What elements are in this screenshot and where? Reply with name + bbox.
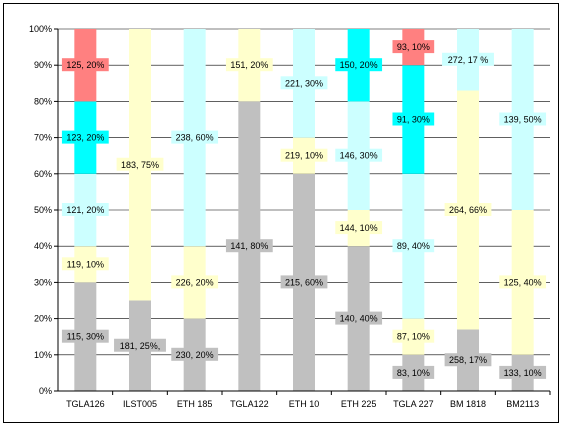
y-tick-label: 10% bbox=[34, 350, 52, 360]
y-tick-label: 60% bbox=[34, 169, 52, 179]
y-tick-label: 0% bbox=[39, 386, 52, 396]
data-label-box bbox=[280, 275, 328, 289]
data-label: 151, 20% bbox=[230, 60, 268, 70]
data-label: 141, 80% bbox=[230, 241, 268, 251]
x-category-label: ETH 10 bbox=[289, 399, 320, 409]
data-label-box bbox=[171, 130, 219, 144]
data-label: 221, 30% bbox=[285, 78, 323, 88]
data-label-box bbox=[114, 338, 166, 352]
y-tick-label: 20% bbox=[34, 314, 52, 324]
data-label: 219, 10% bbox=[285, 151, 323, 161]
data-label-box bbox=[335, 311, 383, 325]
data-label-box bbox=[335, 58, 383, 72]
y-tick-label: 80% bbox=[34, 96, 52, 106]
data-label: 146, 30% bbox=[340, 151, 378, 161]
y-tick-label: 40% bbox=[34, 241, 52, 251]
data-label: 123, 20% bbox=[66, 133, 104, 143]
data-label: 183, 75% bbox=[121, 160, 159, 170]
x-category-label: TGLA 227 bbox=[393, 399, 434, 409]
x-category-label: BM2113 bbox=[506, 399, 539, 409]
data-label-box bbox=[61, 130, 109, 144]
data-label-box bbox=[280, 76, 328, 90]
data-label-box bbox=[171, 347, 219, 361]
data-label-box bbox=[392, 365, 435, 379]
data-label: 133, 10% bbox=[504, 368, 542, 378]
data-label-box bbox=[444, 203, 492, 216]
data-label-box bbox=[280, 148, 328, 162]
data-label-box bbox=[499, 275, 547, 289]
data-label-box bbox=[392, 329, 435, 343]
data-label: 125, 20% bbox=[66, 60, 104, 70]
data-label-box bbox=[499, 112, 547, 126]
data-label: 264, 66% bbox=[449, 205, 487, 215]
data-label-box bbox=[444, 353, 492, 367]
data-label: 181, 25%, bbox=[120, 341, 161, 351]
data-label: 93, 10% bbox=[397, 42, 430, 52]
data-label-box bbox=[225, 239, 273, 253]
data-label: 121, 20% bbox=[66, 205, 104, 215]
data-label: 91, 30% bbox=[397, 115, 430, 125]
data-label: 115, 30% bbox=[67, 332, 104, 342]
data-label: 238, 60% bbox=[176, 133, 214, 143]
data-label: 215, 60% bbox=[285, 277, 323, 287]
y-tick-label: 90% bbox=[34, 60, 52, 70]
data-label: 230, 20% bbox=[176, 350, 214, 360]
data-label-box bbox=[335, 148, 383, 162]
x-category-label: ILST005 bbox=[123, 399, 157, 409]
y-tick-label: 70% bbox=[34, 133, 52, 143]
data-label-box bbox=[61, 58, 109, 72]
data-label-box bbox=[335, 221, 383, 235]
data-label-box bbox=[116, 157, 164, 171]
data-label: 258, 17% bbox=[449, 355, 487, 365]
y-tick-label: 50% bbox=[34, 205, 52, 215]
data-label: 150, 20% bbox=[340, 60, 378, 70]
x-category-label: TGLA126 bbox=[66, 399, 105, 409]
data-label: 87, 10% bbox=[397, 332, 430, 342]
x-category-label: BM 1818 bbox=[450, 399, 486, 409]
data-label-box bbox=[499, 365, 547, 379]
data-label-box bbox=[61, 257, 109, 271]
data-label: 125, 40% bbox=[504, 277, 542, 287]
data-label-box bbox=[392, 112, 435, 126]
data-label-box bbox=[225, 58, 273, 72]
x-category-label: TGLA122 bbox=[230, 399, 269, 409]
data-label: 139, 50% bbox=[504, 115, 542, 125]
x-category-label: ETH 225 bbox=[341, 399, 377, 409]
data-label-box bbox=[392, 239, 435, 253]
y-tick-label: 30% bbox=[34, 277, 52, 287]
data-label: 272, 17 % bbox=[448, 55, 489, 65]
y-tick-label: 100% bbox=[29, 24, 52, 34]
data-label-box bbox=[61, 203, 109, 216]
data-label: 119, 10% bbox=[67, 259, 104, 269]
data-label-box bbox=[171, 275, 219, 289]
x-category-label: ETH 185 bbox=[177, 399, 213, 409]
data-label: 83, 10% bbox=[397, 368, 430, 378]
data-label-box bbox=[392, 40, 435, 54]
data-label-box bbox=[442, 52, 494, 66]
data-label: 226, 20% bbox=[176, 277, 214, 287]
data-label: 140, 40% bbox=[340, 314, 378, 324]
data-label-box bbox=[61, 329, 109, 343]
data-label: 89, 40% bbox=[397, 241, 430, 251]
data-label: 144, 10% bbox=[340, 223, 378, 233]
